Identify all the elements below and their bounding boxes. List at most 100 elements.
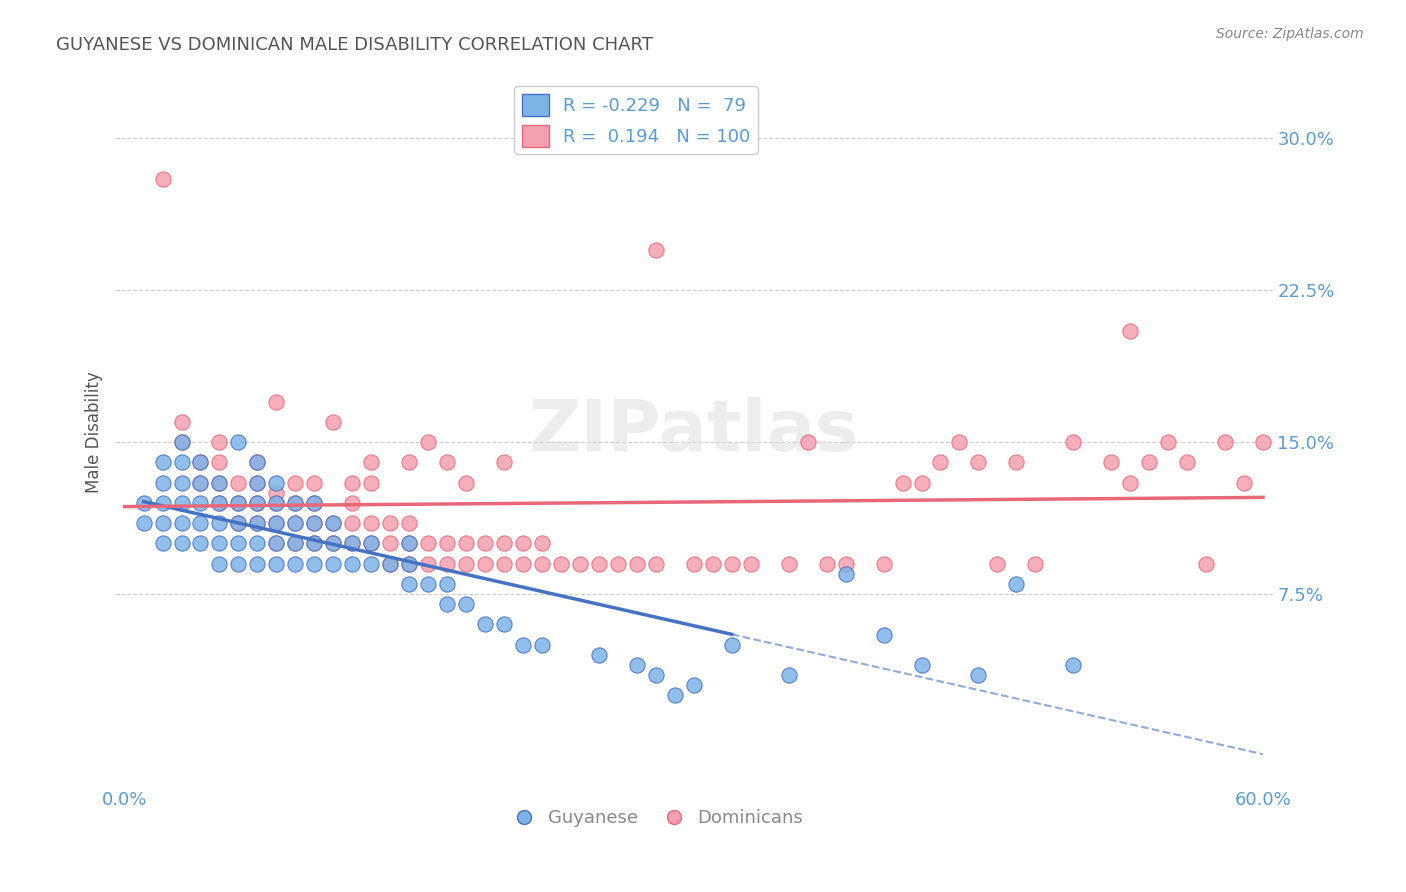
Dominicans <box>380 536 402 550</box>
Dominicans <box>702 557 724 571</box>
Dominicans <box>512 557 534 571</box>
Guyanese <box>152 516 174 530</box>
Guyanese <box>474 617 496 632</box>
Dominicans <box>360 536 382 550</box>
Guyanese <box>342 536 364 550</box>
Guyanese <box>228 536 250 550</box>
Dominicans <box>284 475 307 490</box>
Dominicans <box>190 475 212 490</box>
Guyanese <box>246 536 269 550</box>
Dominicans <box>456 475 478 490</box>
Text: GUYANESE VS DOMINICAN MALE DISABILITY CORRELATION CHART: GUYANESE VS DOMINICAN MALE DISABILITY CO… <box>56 36 654 54</box>
Guyanese <box>190 516 212 530</box>
Guyanese <box>512 638 534 652</box>
Guyanese <box>152 496 174 510</box>
Guyanese <box>152 536 174 550</box>
Guyanese <box>398 577 420 591</box>
Guyanese <box>304 557 326 571</box>
Guyanese <box>380 557 402 571</box>
Dominicans <box>380 516 402 530</box>
Guyanese <box>398 536 420 550</box>
Dominicans <box>436 557 458 571</box>
Dominicans <box>152 171 174 186</box>
Dominicans <box>342 475 364 490</box>
Dominicans <box>284 496 307 510</box>
Dominicans <box>398 455 420 469</box>
Guyanese <box>266 516 288 530</box>
Dominicans <box>304 496 326 510</box>
Dominicans <box>626 557 648 571</box>
Dominicans <box>342 496 364 510</box>
Dominicans <box>891 475 914 490</box>
Dominicans <box>246 455 269 469</box>
Dominicans <box>778 557 800 571</box>
Dominicans <box>1175 455 1198 469</box>
Dominicans <box>342 536 364 550</box>
Dominicans <box>1195 557 1218 571</box>
Dominicans <box>740 557 762 571</box>
Dominicans <box>929 455 952 469</box>
Guyanese <box>284 516 307 530</box>
Dominicans <box>494 557 516 571</box>
Guyanese <box>284 536 307 550</box>
Dominicans <box>1213 435 1236 450</box>
Guyanese <box>208 557 231 571</box>
Dominicans <box>266 485 288 500</box>
Guyanese <box>304 536 326 550</box>
Guyanese <box>322 516 344 530</box>
Dominicans <box>606 557 628 571</box>
Guyanese <box>152 475 174 490</box>
Dominicans <box>1062 435 1084 450</box>
Guyanese <box>246 455 269 469</box>
Guyanese <box>190 455 212 469</box>
Dominicans <box>474 557 496 571</box>
Guyanese <box>720 638 742 652</box>
Guyanese <box>228 496 250 510</box>
Guyanese <box>246 496 269 510</box>
Dominicans <box>456 557 478 571</box>
Dominicans <box>872 557 894 571</box>
Dominicans <box>1137 455 1160 469</box>
Dominicans <box>266 516 288 530</box>
Dominicans <box>284 536 307 550</box>
Dominicans <box>494 455 516 469</box>
Dominicans <box>1251 435 1274 450</box>
Dominicans <box>550 557 572 571</box>
Guyanese <box>1005 577 1028 591</box>
Guyanese <box>132 516 155 530</box>
Guyanese <box>360 557 382 571</box>
Guyanese <box>456 597 478 611</box>
Guyanese <box>834 566 856 581</box>
Guyanese <box>304 496 326 510</box>
Dominicans <box>322 516 344 530</box>
Dominicans <box>228 496 250 510</box>
Guyanese <box>304 516 326 530</box>
Dominicans <box>380 557 402 571</box>
Guyanese <box>588 648 610 662</box>
Guyanese <box>246 557 269 571</box>
Dominicans <box>1099 455 1122 469</box>
Guyanese <box>436 597 458 611</box>
Guyanese <box>967 668 990 682</box>
Dominicans <box>304 475 326 490</box>
Dominicans <box>360 516 382 530</box>
Dominicans <box>418 557 440 571</box>
Dominicans <box>170 435 193 450</box>
Dominicans <box>531 557 554 571</box>
Dominicans <box>342 516 364 530</box>
Guyanese <box>170 475 193 490</box>
Guyanese <box>664 689 686 703</box>
Dominicans <box>228 516 250 530</box>
Dominicans <box>304 516 326 530</box>
Guyanese <box>644 668 666 682</box>
Guyanese <box>360 536 382 550</box>
Guyanese <box>190 536 212 550</box>
Guyanese <box>228 435 250 450</box>
Dominicans <box>208 475 231 490</box>
Guyanese <box>284 557 307 571</box>
Guyanese <box>152 455 174 469</box>
Dominicans <box>948 435 970 450</box>
Dominicans <box>720 557 742 571</box>
Dominicans <box>456 536 478 550</box>
Dominicans <box>531 536 554 550</box>
